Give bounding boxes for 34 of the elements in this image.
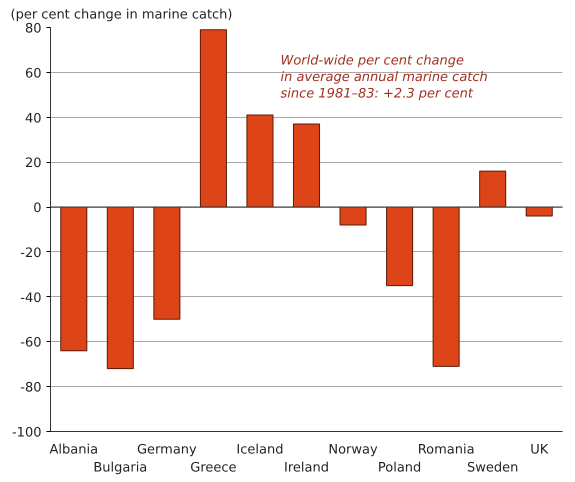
y-tick-label: -80 bbox=[20, 380, 42, 396]
y-tick-label: -40 bbox=[20, 290, 42, 306]
y-tick-label: 20 bbox=[24, 156, 42, 172]
x-tick-label: Ireland bbox=[284, 460, 329, 476]
y-tick-label: -60 bbox=[20, 336, 42, 351]
bar bbox=[526, 206, 553, 217]
bar bbox=[106, 206, 134, 370]
x-tick-label: Norway bbox=[328, 442, 378, 458]
x-tick-label: Germany bbox=[136, 442, 198, 458]
annotation: World-wide per cent change in average annual marine catch since 1981–83: +2.3 per cent bbox=[280, 54, 488, 102]
x-tick-label: Sweden bbox=[466, 460, 518, 476]
y-tick-label: 60 bbox=[24, 66, 42, 82]
x-tick-label: Albania bbox=[50, 442, 98, 458]
y-tick-label: -100 bbox=[12, 426, 42, 440]
y-tick-label: 40 bbox=[24, 111, 42, 126]
bar bbox=[60, 206, 88, 352]
x-tick-label: Greece bbox=[190, 460, 237, 476]
bar bbox=[246, 114, 274, 208]
x-tick-label: Poland bbox=[378, 460, 422, 476]
bar bbox=[432, 206, 460, 367]
x-tick-label: Romania bbox=[418, 442, 475, 458]
x-tick-label: Bulgaria bbox=[93, 460, 148, 476]
bar bbox=[292, 124, 320, 208]
bar bbox=[479, 170, 506, 208]
y-tick-label: -20 bbox=[20, 246, 42, 261]
x-tick-label: UK bbox=[530, 442, 549, 458]
bar bbox=[200, 29, 227, 208]
bar bbox=[340, 206, 367, 226]
bar bbox=[386, 206, 414, 286]
y-tick-label: 80 bbox=[24, 22, 42, 36]
y-tick-label: 0 bbox=[33, 201, 42, 216]
bar bbox=[153, 206, 180, 320]
x-tick-label: Iceland bbox=[236, 442, 284, 458]
y-axis-title: (per cent change in marine catch) bbox=[10, 8, 232, 22]
